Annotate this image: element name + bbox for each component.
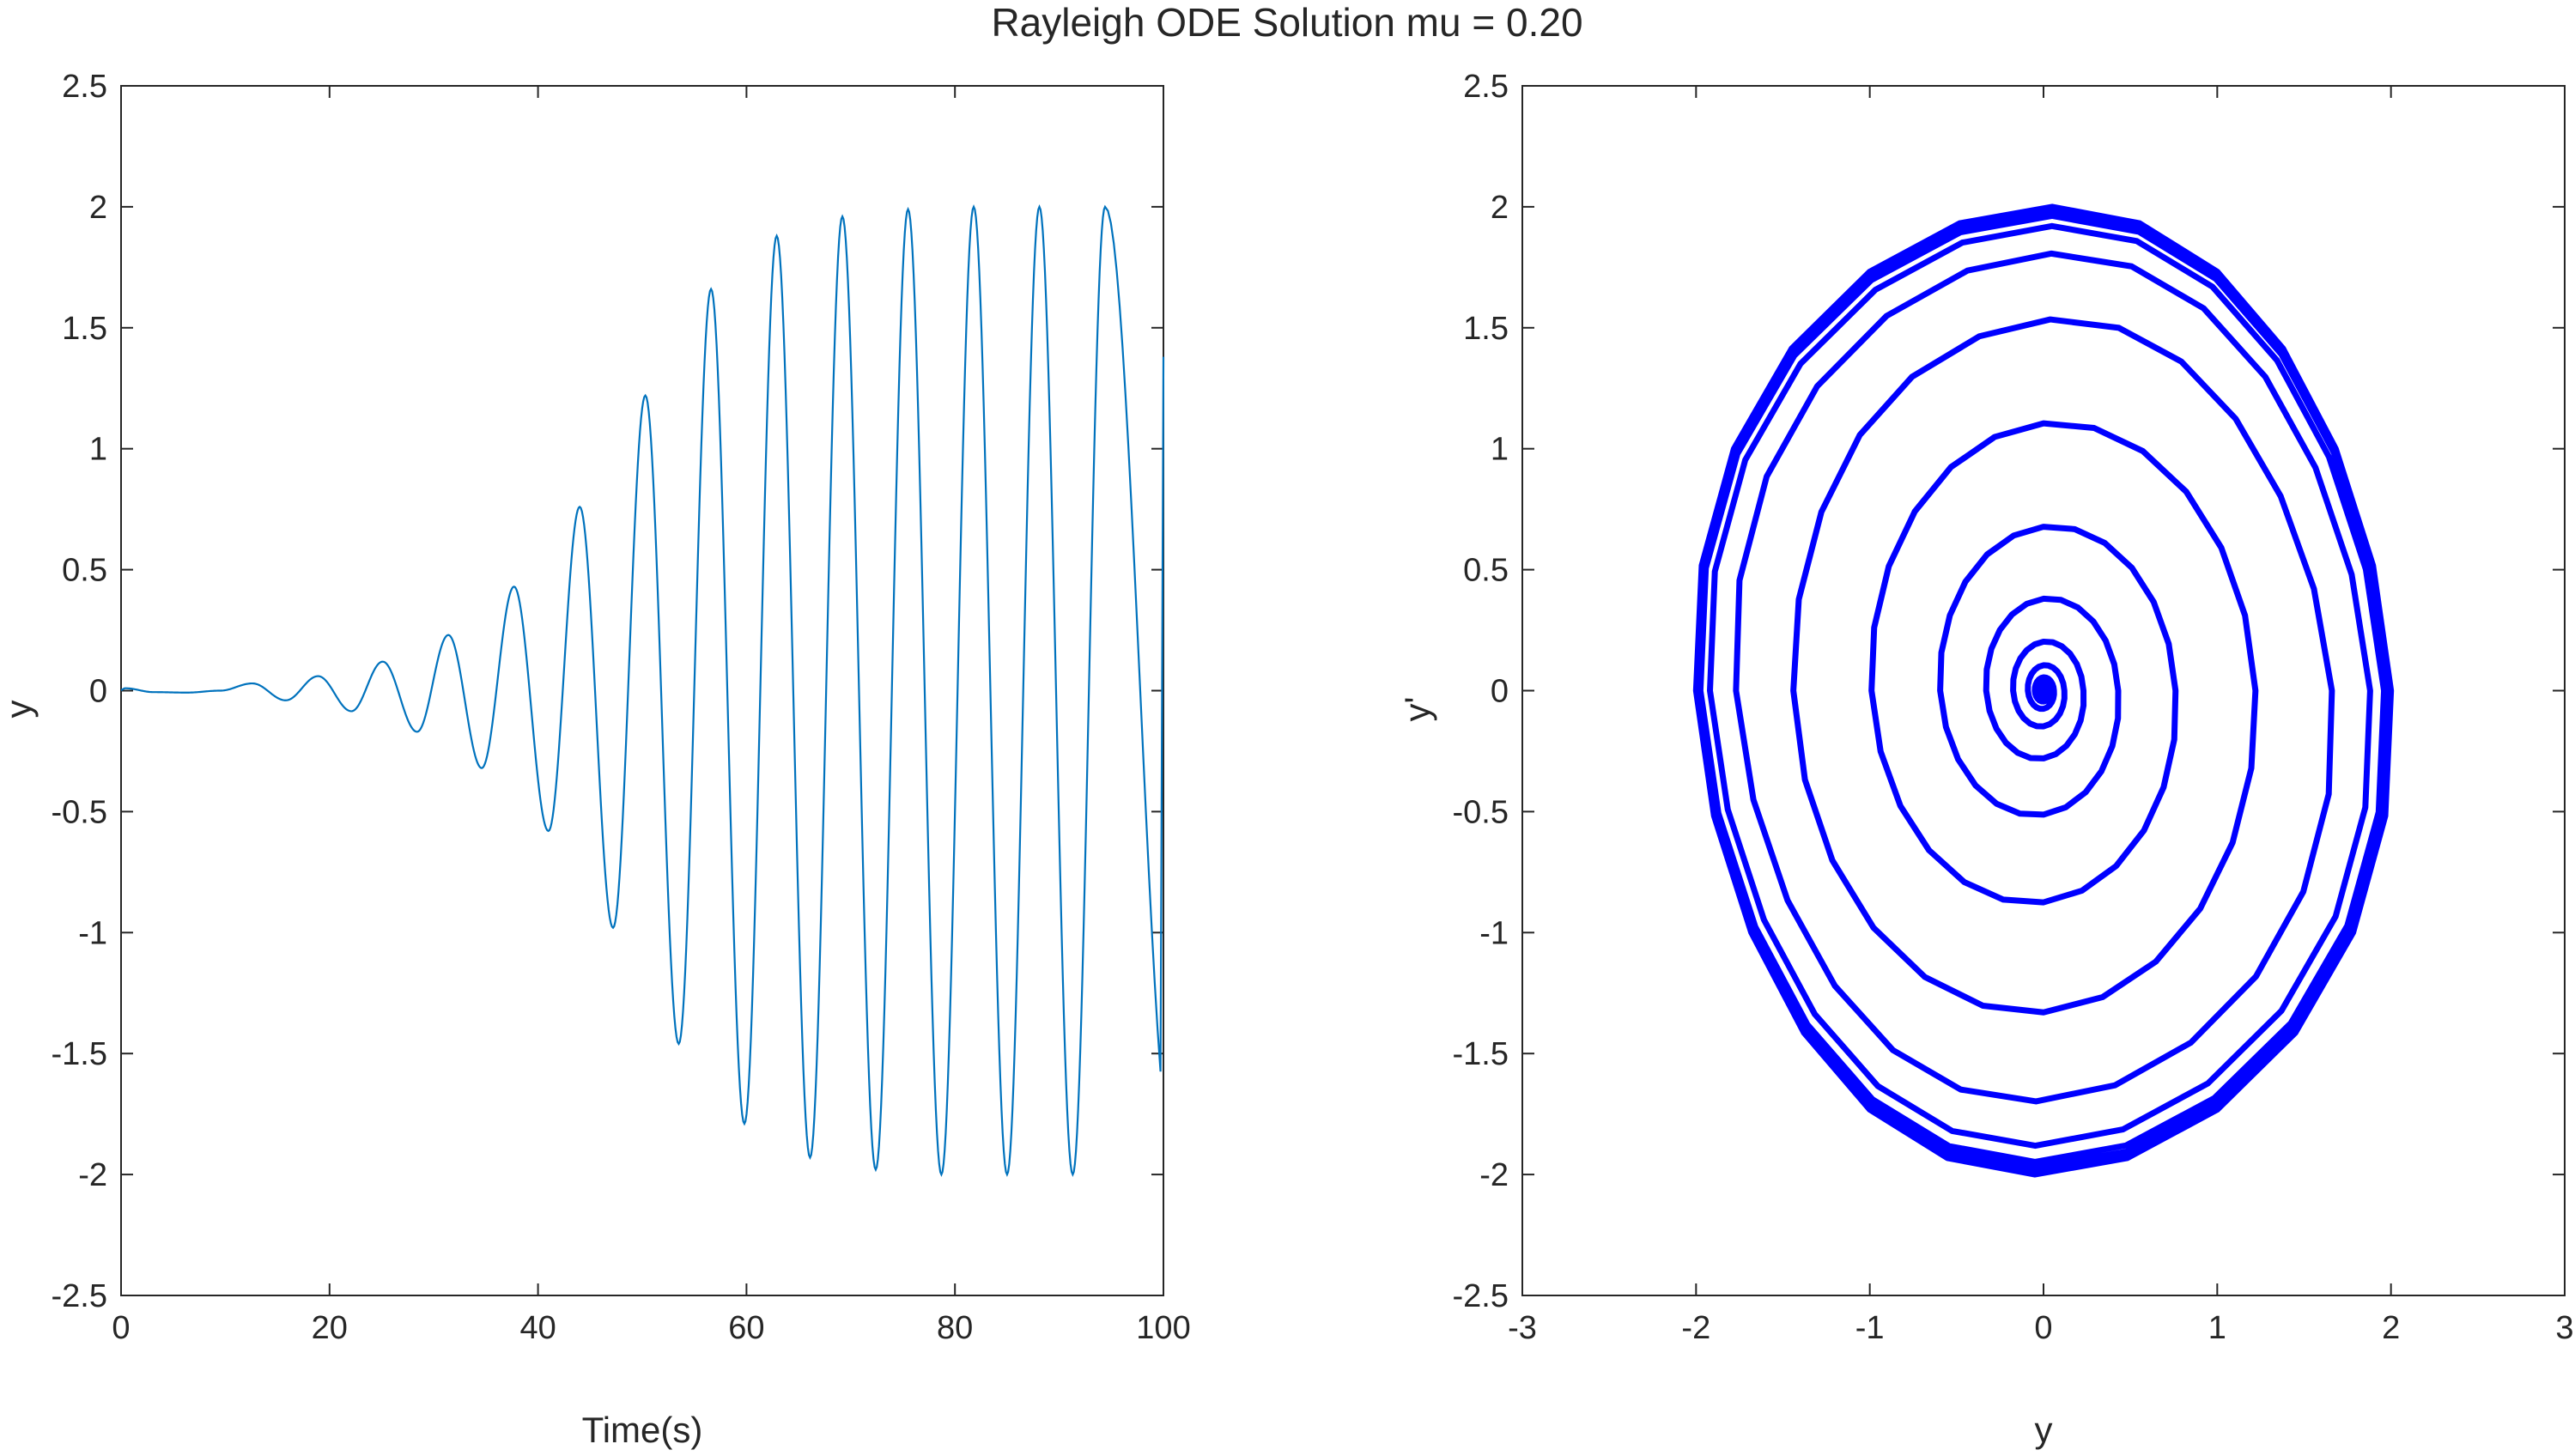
y-tick-label: 0 — [1491, 674, 1509, 710]
x-tick-label: 60 — [728, 1310, 764, 1346]
x-tick-label: 100 — [1136, 1310, 1190, 1346]
y-tick-label: 2.5 — [1463, 69, 1509, 105]
y-tick-label: -1 — [1479, 915, 1509, 951]
y-tick-label: -1 — [78, 915, 107, 951]
y-tick-label: 2 — [89, 190, 107, 226]
x-tick-label: 0 — [2034, 1310, 2052, 1346]
phase-portrait-path — [1692, 203, 2395, 1178]
x-tick-label: 20 — [312, 1310, 348, 1346]
y-tick-label: -0.5 — [1453, 794, 1509, 830]
time-series-path — [121, 204, 1165, 1177]
x-tick-label: -1 — [1855, 1310, 1885, 1346]
x-tick-label: 80 — [937, 1310, 973, 1346]
x-tick-label: -2 — [1681, 1310, 1710, 1346]
y-tick-label: 1 — [1491, 432, 1509, 468]
time-series-line — [121, 204, 1165, 1177]
phase-portrait-plot: -3 -2 -1 0 1 2 3 -2.5 -2 -1.5 -1 -0.5 0 0.5 1 1.5 2 2.5 y… — [1397, 69, 2574, 1450]
x-tick-label: 2 — [2382, 1310, 2400, 1346]
y-tick-label: 1.5 — [62, 311, 107, 347]
y-tick-label: -2 — [1479, 1157, 1509, 1193]
y-tick-label: -2 — [78, 1157, 107, 1193]
y-tick-label: -2.5 — [52, 1278, 107, 1314]
phase-portrait-ticks: -3 -2 -1 0 1 2 3 -2.5 -2 -1.5 -1 -0.5 0 0.5 1 1.5 2 2.5 — [1453, 69, 2574, 1346]
y-tick-label: 2 — [1491, 190, 1509, 226]
y-tick-label: -1.5 — [1453, 1036, 1509, 1072]
x-tick-label: -3 — [1508, 1310, 1537, 1346]
time-series-plot: 0 20 40 60 80 100 -2.5 -2 -1.5 -1 -0.5 0 0.5 1 1.5 2 2.5… — [0, 69, 1191, 1450]
y-tick-label: 1.5 — [1463, 311, 1509, 347]
time-series-ylabel: y — [0, 701, 39, 719]
y-tick-label: -0.5 — [52, 794, 107, 830]
x-tick-label: 40 — [519, 1310, 556, 1346]
x-tick-label: 3 — [2555, 1310, 2573, 1346]
time-series-xlabel: Time(s) — [582, 1410, 703, 1450]
y-tick-label: -2.5 — [1453, 1278, 1509, 1314]
time-series-ticks: 0 20 40 60 80 100 -2.5 -2 -1.5 -1 -0.5 0 0.5 1 1.5 2 2.5 — [52, 69, 1191, 1346]
x-tick-label: 1 — [2208, 1310, 2226, 1346]
phase-portrait-ylabel: y' — [1397, 696, 1437, 721]
x-tick-label: 0 — [112, 1310, 130, 1346]
y-tick-label: -1.5 — [52, 1036, 107, 1072]
y-tick-label: 0.5 — [1463, 553, 1509, 589]
y-tick-label: 2.5 — [62, 69, 107, 105]
y-tick-label: 0.5 — [62, 553, 107, 589]
figure-title: Rayleigh ODE Solution mu = 0.20 — [991, 0, 1582, 45]
phase-portrait-xlabel: y — [2035, 1410, 2053, 1450]
time-series-axes-box — [120, 85, 1164, 1296]
y-tick-label: 1 — [89, 432, 107, 468]
y-tick-label: 0 — [89, 674, 107, 710]
phase-portrait-trajectory — [1692, 203, 2395, 1178]
